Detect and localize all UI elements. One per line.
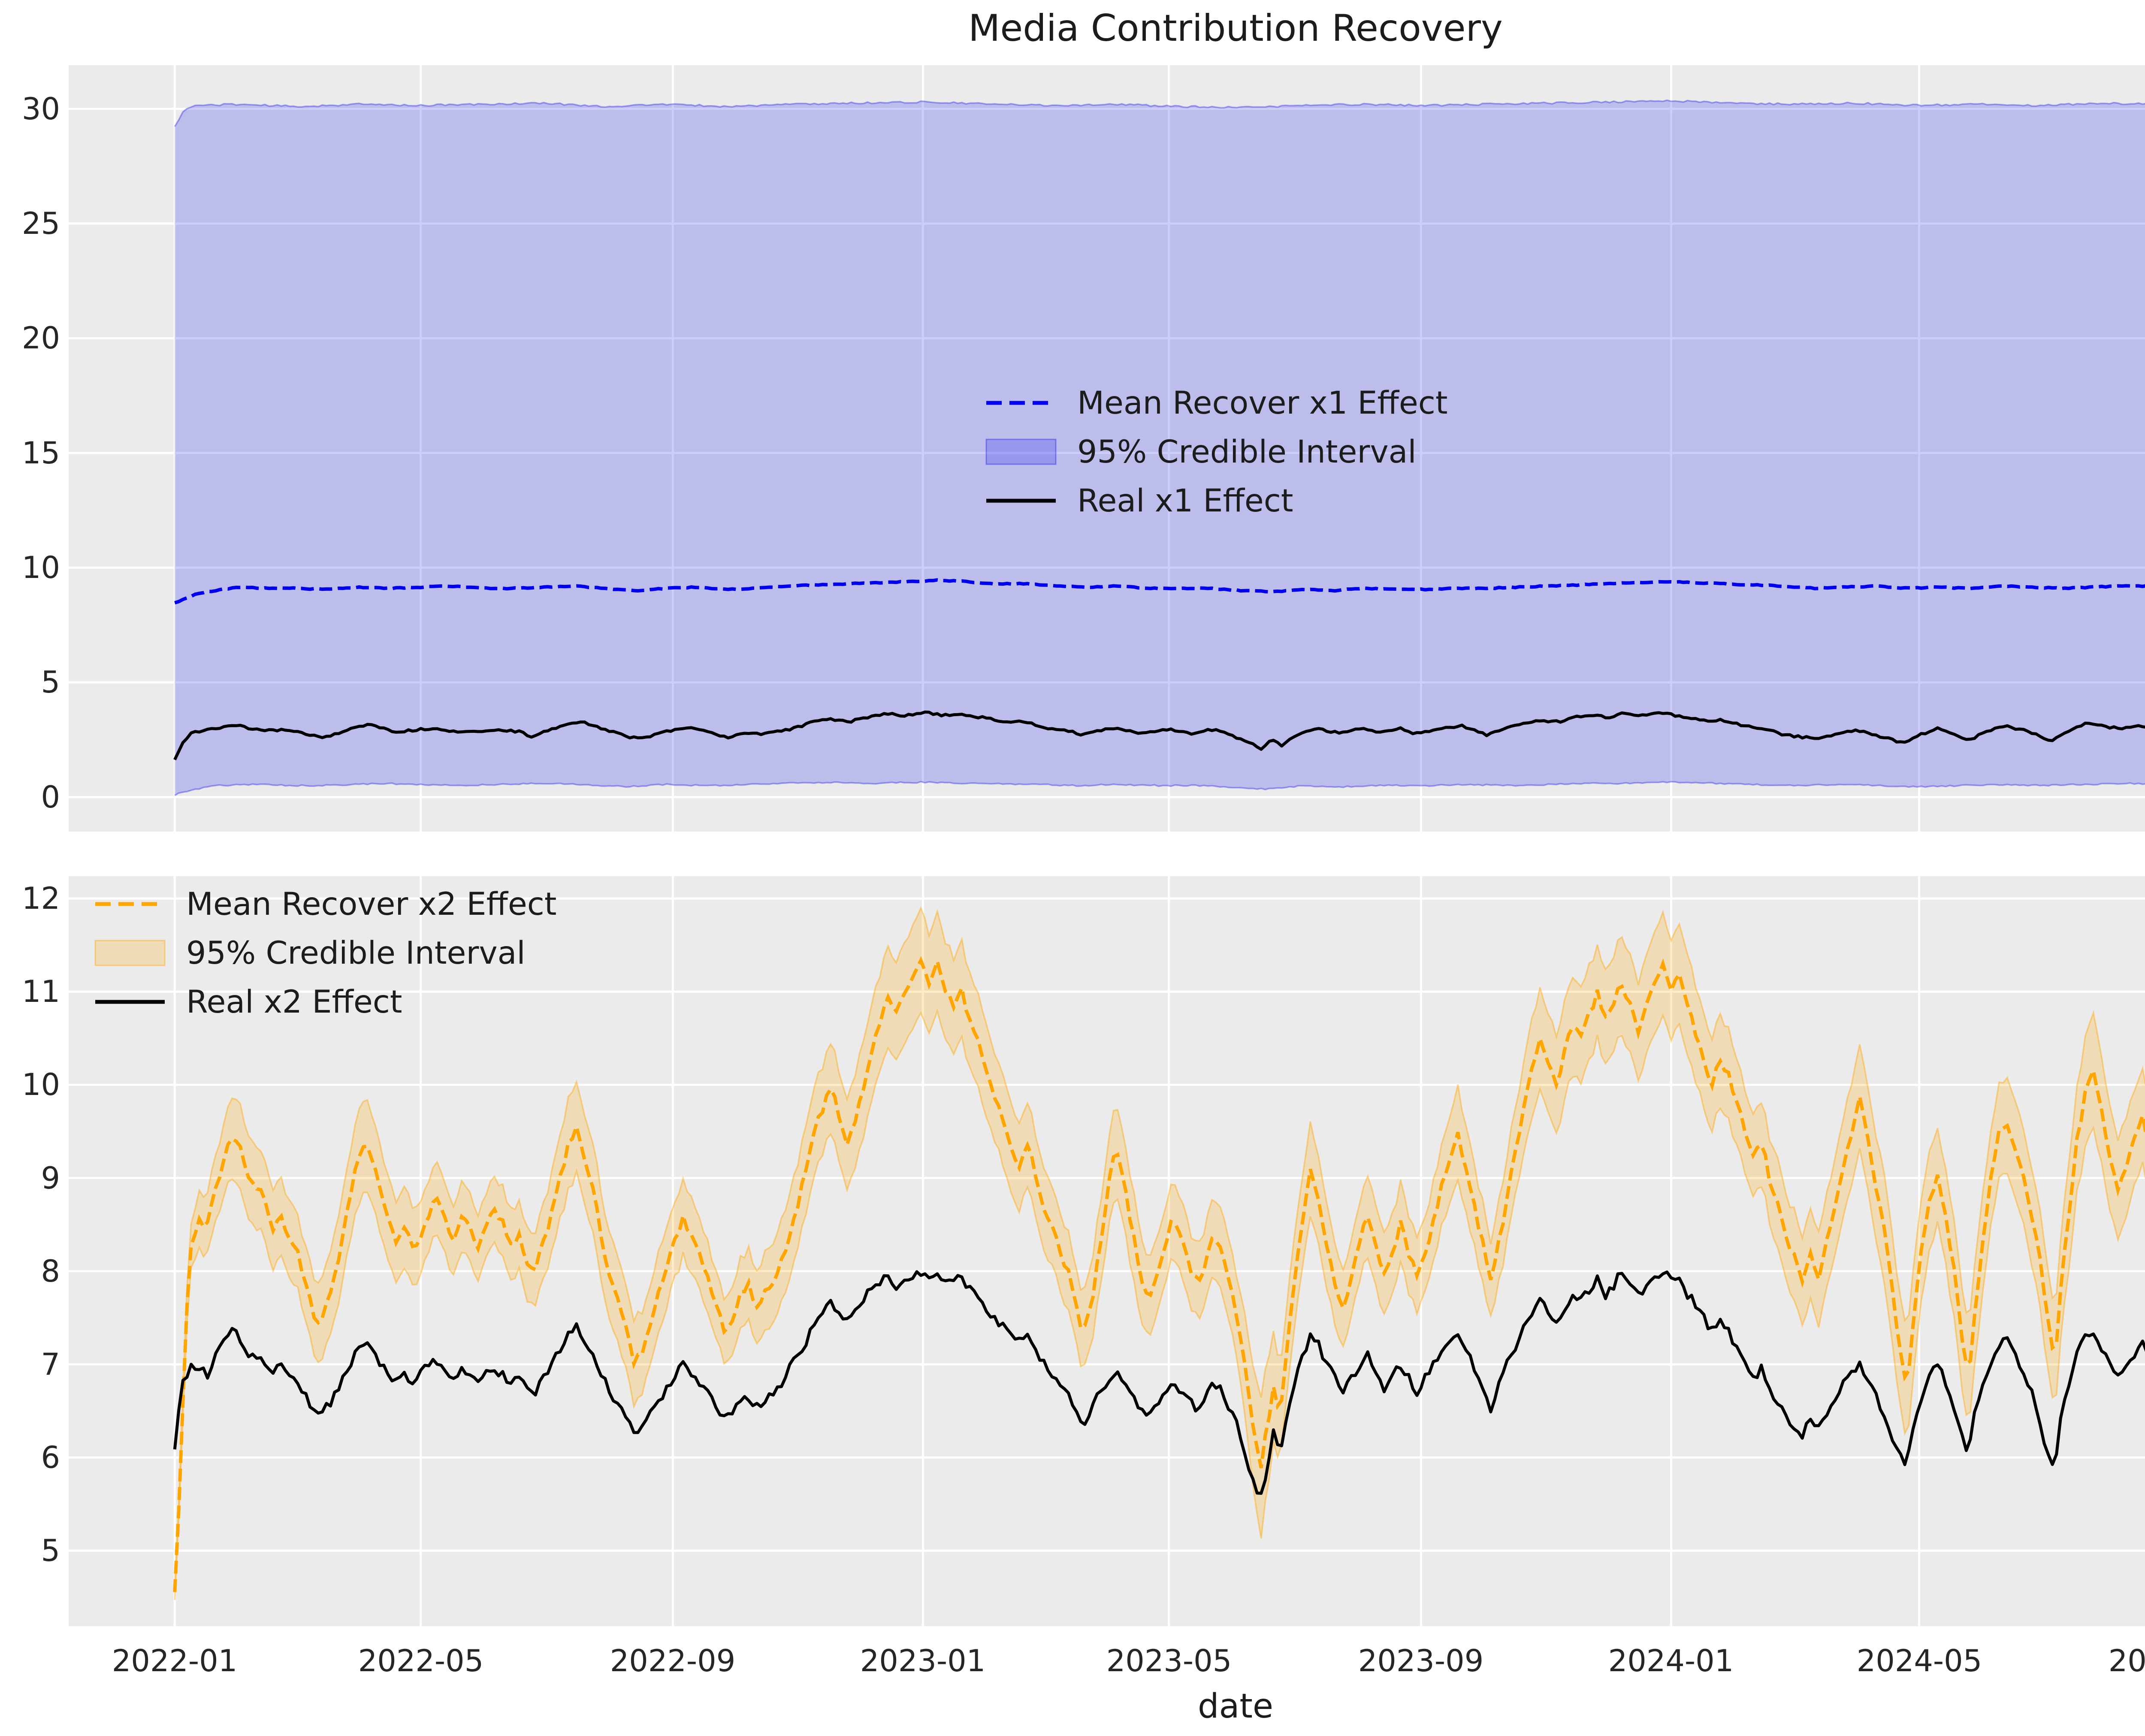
axes-2 — [69, 876, 2145, 1626]
credible-interval-band — [175, 908, 2145, 1600]
x-tick-label: 2023-09 — [1358, 1643, 1484, 1679]
legend-item-real-x1: Real x1 Effect — [985, 476, 1448, 525]
y-tick-label: 30 — [21, 91, 60, 127]
grid — [69, 65, 2145, 832]
y-tick-label: 12 — [21, 881, 60, 916]
band-upper-edge — [174, 99, 2145, 127]
x-tick-label: 2024-05 — [1856, 1643, 1982, 1679]
band-patch-icon — [985, 439, 1057, 465]
legend-label: 95% Credible Interval — [186, 935, 526, 971]
mean-recover-line — [173, 955, 2145, 1592]
y-tick-label: 7 — [41, 1347, 60, 1382]
band-upper-edge — [174, 906, 2145, 1585]
legend-x2: Mean Recover x2 Effect 95% Credible Inte… — [94, 880, 557, 1026]
solid-line-swatch-icon — [986, 499, 1056, 503]
x-tick-label: 2023-05 — [1106, 1643, 1232, 1679]
y-tick-label: 20 — [21, 321, 60, 356]
y-tick-label: 10 — [21, 550, 60, 585]
y-tick-label: 10 — [21, 1067, 60, 1102]
axes-background — [69, 876, 2145, 1626]
legend-item-interval-x2: 95% Credible Interval — [94, 928, 557, 977]
x-tick-label: 2022-09 — [610, 1643, 736, 1679]
band-patch-icon — [94, 940, 166, 966]
credible-interval-band — [175, 100, 2145, 795]
band-lower-edge — [174, 1008, 2145, 1600]
axes-background — [69, 65, 2145, 832]
real-effect-line — [173, 1270, 2145, 1495]
legend-item-interval-x1: 95% Credible Interval — [985, 427, 1448, 476]
y-tick-label: 25 — [21, 206, 60, 241]
legend-label: Real x1 Effect — [1077, 482, 1293, 519]
y-tick-label: 15 — [21, 436, 60, 471]
y-tick-label: 8 — [41, 1254, 60, 1289]
axes-1 — [69, 65, 2145, 832]
y-tick-label: 9 — [41, 1161, 60, 1196]
x-tick-label: 2024-01 — [1608, 1643, 1734, 1679]
chart-title: Media Contribution Recovery — [968, 7, 1503, 50]
legend-label: Real x2 Effect — [186, 983, 402, 1020]
y-tick-label: 11 — [21, 974, 60, 1009]
dashed-line-swatch-icon — [986, 401, 1056, 405]
x-tick-label: 2024-09 — [2108, 1643, 2145, 1679]
legend-label: Mean Recover x1 Effect — [1077, 384, 1448, 421]
mean-recover-line — [174, 578, 2145, 605]
solid-line-swatch-icon — [95, 1000, 165, 1004]
x-tick-label: 2022-05 — [358, 1643, 484, 1679]
legend-label: 95% Credible Interval — [1077, 433, 1417, 470]
legend-x1: Mean Recover x1 Effect 95% Credible Inte… — [985, 378, 1448, 525]
real-effect-line — [173, 711, 2145, 761]
grid — [69, 876, 2145, 1626]
x-axis-label: date — [1198, 1687, 1273, 1726]
legend-item-mean-x1: Mean Recover x1 Effect — [985, 378, 1448, 427]
legend-item-mean-x2: Mean Recover x2 Effect — [94, 880, 557, 928]
dashed-line-swatch-icon — [95, 902, 165, 906]
band-lower-edge — [174, 780, 2145, 796]
legend-item-real-x2: Real x2 Effect — [94, 977, 557, 1026]
y-tick-label: 0 — [41, 780, 60, 815]
y-tick-label: 5 — [41, 665, 60, 700]
y-tick-label: 6 — [41, 1440, 60, 1475]
y-tick-label: 5 — [41, 1533, 60, 1568]
x-tick-label: 2023-01 — [860, 1643, 986, 1679]
legend-label: Mean Recover x2 Effect — [186, 886, 557, 922]
x-tick-label: 2022-01 — [112, 1643, 238, 1679]
